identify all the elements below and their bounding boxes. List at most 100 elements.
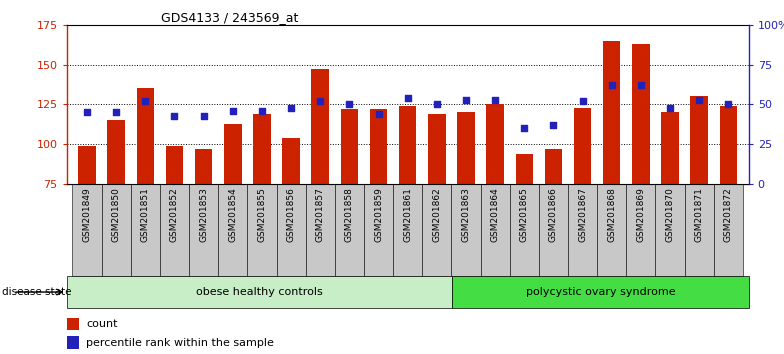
Bar [224,124,241,184]
Bar [67,336,79,349]
Bar [189,184,218,276]
Bar [539,184,568,276]
Point [693,97,706,102]
Bar [603,41,620,184]
Bar [277,184,306,276]
Bar [691,96,708,184]
Text: GSM201869: GSM201869 [637,187,645,242]
Point [343,102,356,107]
Bar [311,69,329,184]
Bar [720,106,737,184]
Text: count: count [86,319,118,329]
Point [198,113,210,118]
Bar [626,184,655,276]
Point [459,97,472,102]
Text: GSM201849: GSM201849 [82,187,92,241]
Text: GSM201859: GSM201859 [374,187,383,242]
Bar [452,276,749,308]
Bar [481,184,510,276]
Point [518,125,531,131]
Bar [655,184,684,276]
Text: GSM201865: GSM201865 [520,187,528,242]
Point [169,113,181,118]
Text: GSM201867: GSM201867 [578,187,587,242]
Text: GSM201862: GSM201862 [432,187,441,241]
Bar [713,184,743,276]
Bar [684,184,713,276]
Text: GSM201871: GSM201871 [695,187,704,242]
Bar [335,184,364,276]
Point [139,98,151,104]
Text: disease state: disease state [2,287,71,297]
Bar [632,44,650,184]
Point [285,105,297,110]
Bar [486,104,504,184]
Bar [253,114,270,184]
Bar [597,184,626,276]
Text: GSM201852: GSM201852 [170,187,179,241]
Text: polycystic ovary syndrome: polycystic ovary syndrome [525,287,675,297]
Text: GSM201850: GSM201850 [111,187,121,242]
Bar [510,184,539,276]
Point [634,82,647,88]
Bar [399,106,416,184]
Point [110,110,122,115]
Text: GSM201864: GSM201864 [491,187,499,241]
Bar [160,184,189,276]
Text: GSM201863: GSM201863 [462,187,470,242]
Text: obese healthy controls: obese healthy controls [196,287,323,297]
Point [664,105,677,110]
Point [372,111,385,117]
Bar [428,114,445,184]
Bar [218,184,248,276]
Bar [574,108,591,184]
Text: GSM201866: GSM201866 [549,187,558,242]
Text: GSM201855: GSM201855 [257,187,267,242]
Point [227,108,239,114]
Point [430,102,443,107]
Bar [423,184,452,276]
Bar [102,184,131,276]
Bar [306,184,335,276]
Bar [457,113,475,184]
Text: GSM201868: GSM201868 [608,187,616,242]
Text: GSM201861: GSM201861 [403,187,412,242]
Text: GSM201858: GSM201858 [345,187,354,242]
Point [401,95,414,101]
Bar [661,113,679,184]
Point [314,98,326,104]
Bar [136,88,154,184]
Text: GSM201856: GSM201856 [287,187,296,242]
Point [489,97,502,102]
Bar [67,318,79,330]
Bar [195,149,212,184]
Bar [452,184,481,276]
Bar [545,149,562,184]
Point [81,110,93,115]
Bar [568,184,597,276]
Text: percentile rank within the sample: percentile rank within the sample [86,338,274,348]
Bar [370,109,387,184]
Bar [107,120,125,184]
Text: GSM201854: GSM201854 [228,187,238,241]
Bar [165,146,183,184]
Point [256,108,268,114]
Bar [78,146,96,184]
Point [576,98,589,104]
Bar [248,184,277,276]
Point [605,82,618,88]
Point [722,102,735,107]
Bar [364,184,393,276]
Text: GDS4133 / 243569_at: GDS4133 / 243569_at [161,11,298,24]
Text: GSM201870: GSM201870 [666,187,674,242]
Bar [72,184,102,276]
Text: GSM201851: GSM201851 [141,187,150,242]
Text: GSM201872: GSM201872 [724,187,733,241]
Bar [67,276,452,308]
Bar [340,109,358,184]
Bar [131,184,160,276]
Bar [282,138,299,184]
Point [547,122,560,128]
Text: GSM201853: GSM201853 [199,187,208,242]
Bar [516,154,533,184]
